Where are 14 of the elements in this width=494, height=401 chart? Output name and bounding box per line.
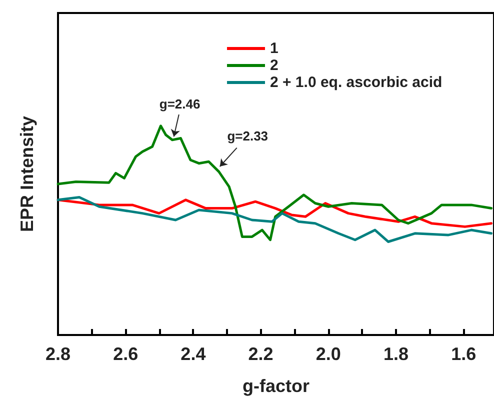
x-tick-label: 2.4 — [180, 344, 206, 364]
legend-label: 2 — [270, 57, 278, 74]
annotation: g=2.46 — [159, 96, 200, 112]
x-tick-label: 2.2 — [248, 344, 274, 364]
annotation: g=2.33 — [227, 128, 268, 144]
y-axis-title: EPR Intensity — [17, 116, 37, 232]
x-tick-label: 1.6 — [451, 344, 476, 364]
legend-label: 2 + 1.0 eq. ascorbic acid — [270, 74, 442, 91]
legend-label: 1 — [270, 40, 278, 57]
x-axis-title: g-factor — [242, 376, 310, 396]
x-tick-label: 1.8 — [383, 344, 408, 364]
x-tick-label: 2.8 — [45, 344, 71, 364]
x-tick-label: 2.6 — [113, 344, 138, 364]
x-tick-label: 2.0 — [316, 344, 341, 364]
